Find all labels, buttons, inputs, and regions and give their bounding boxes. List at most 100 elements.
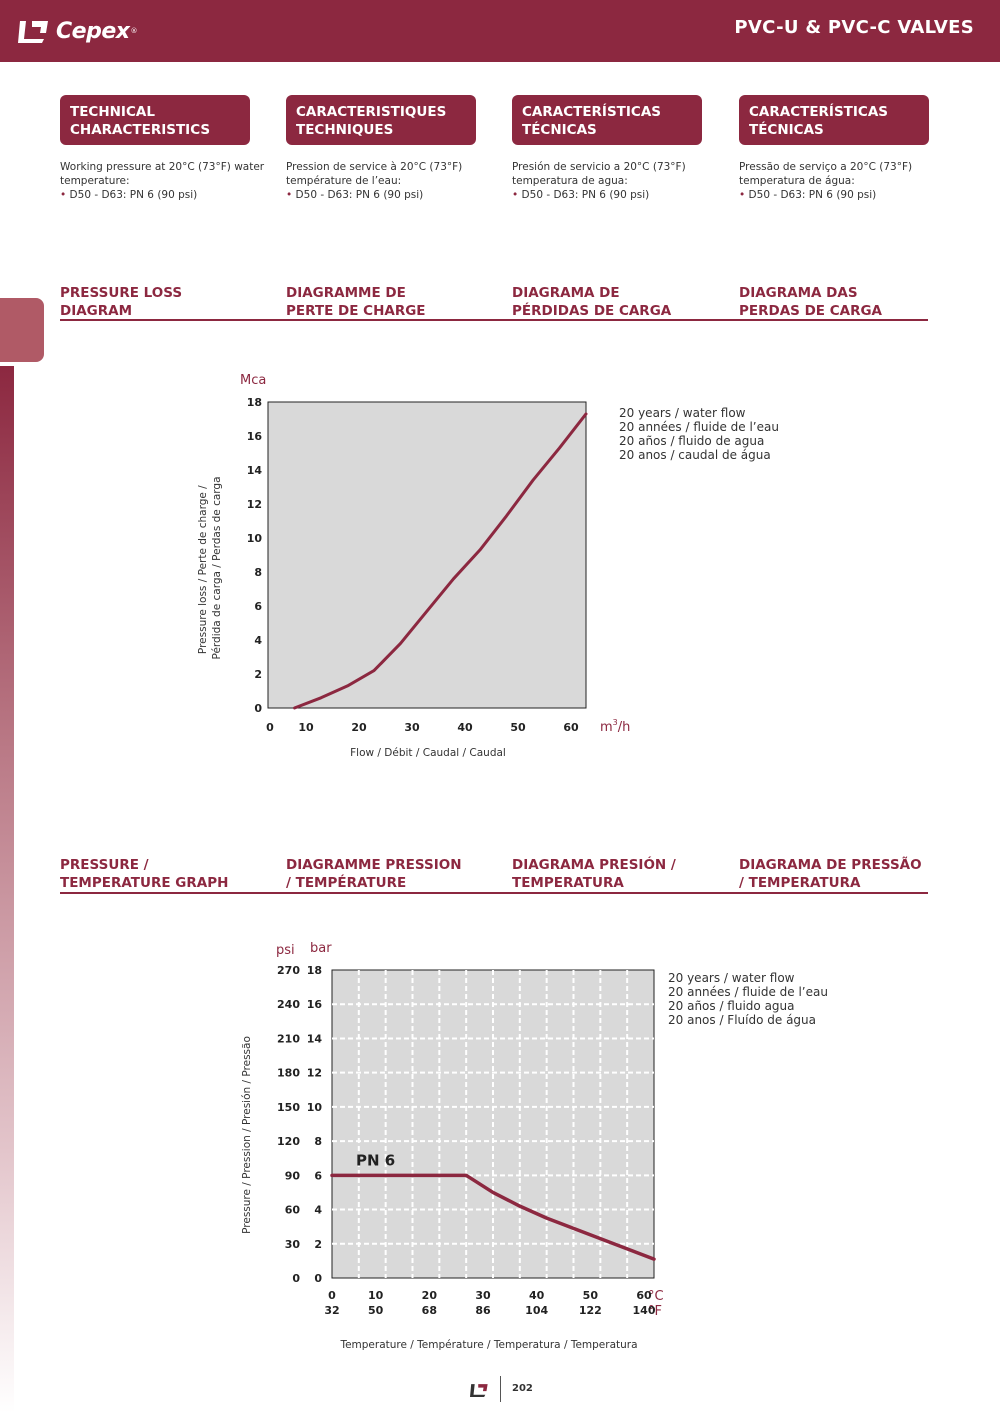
spec-fr: Pression de service à 20°C (73°F) tempér… — [286, 160, 496, 202]
spec-bullet-item: • D50 - D63: PN 6 (90 psi) — [286, 188, 496, 202]
y-tick-label-psi: 270 — [277, 964, 300, 977]
spec-bullet-item: • D50 - D63: PN 6 (90 psi) — [60, 188, 270, 202]
bullet-icon: • — [512, 189, 519, 201]
spec-line: température de l’eau: — [286, 175, 402, 187]
plot-area — [267, 401, 587, 709]
badge-technical-characteristics-es: CARACTERÍSTICAS TÉCNICAS — [512, 95, 702, 145]
x-tick-label: 10 — [298, 721, 314, 734]
x-tick-label-c: 40 — [529, 1289, 545, 1302]
registered-mark: ® — [130, 27, 138, 35]
y-unit-bar: bar — [310, 941, 332, 956]
y-axis-title: Pressure / Pression / Presión / Pressão — [241, 1036, 253, 1234]
x-tick-label-f: 104 — [525, 1304, 548, 1317]
side-tab — [0, 298, 44, 362]
badge-technical-characteristics-pt: CARACTERÍSTICAS TÉCNICAS — [739, 95, 929, 145]
x-tick-label-f: 50 — [368, 1304, 384, 1317]
x-tick-label-c: 10 — [368, 1289, 384, 1302]
y-axis-title: Pressure loss / Perte de charge / Pérdid… — [197, 476, 223, 659]
heading-pressure-temp-pt: DIAGRAMA DE PRESSÃO / TEMPERATURA — [739, 857, 922, 891]
page-title: PVC-U & PVC-C VALVES — [734, 17, 974, 38]
x-tick-label: 30 — [404, 721, 420, 734]
page-header: Cepex ® PVC-U & PVC-C VALVES — [0, 0, 1000, 62]
y-tick-label-psi: 210 — [277, 1032, 300, 1045]
y-tick-label-bar: 2 — [314, 1238, 322, 1251]
x-unit-label: m3/h — [600, 718, 630, 735]
x-axis-title: Temperature / Température / Temperatura … — [339, 1339, 637, 1351]
y-tick-label-psi: 90 — [285, 1169, 301, 1182]
pn6-curve — [330, 1173, 656, 1261]
y-tick-label-psi: 180 — [277, 1067, 300, 1080]
pressure-loss-legend: 20 years / water flow 20 années / fluide… — [619, 406, 779, 462]
x-tick-label-f: 32 — [324, 1304, 339, 1317]
y-tick-label-psi: 150 — [277, 1101, 300, 1114]
y-tick-label: 6 — [254, 600, 262, 613]
section-divider — [60, 319, 928, 321]
x-tick-label-c: 30 — [475, 1289, 491, 1302]
cepex-logo-mark-icon — [18, 21, 48, 43]
x-tick-label: 20 — [351, 721, 367, 734]
footer-logo-icon — [470, 1384, 488, 1398]
spec-bullet-text: D50 - D63: PN 6 (90 psi) — [69, 189, 198, 201]
spec-pt: Pressão de serviço a 20°C (73°F) tempera… — [739, 160, 949, 202]
y-tick-label-bar: 18 — [307, 964, 322, 977]
x-tick-label-f: 86 — [475, 1304, 491, 1317]
heading-pressure-temp-es: DIAGRAMA PRESIÓN / TEMPERATURA — [512, 857, 676, 891]
badge-technical-characteristics-fr: CARACTERISTIQUES TECHNIQUES — [286, 95, 476, 145]
bullet-icon: • — [286, 189, 293, 201]
spec-es: Presión de servicio a 20°C (73°F) temper… — [512, 160, 722, 202]
x-axis-title: Flow / Débit / Caudal / Caudal — [350, 747, 506, 759]
pressure-loss-chart: Mca m3/h Pressure loss / Perte de charge… — [197, 373, 630, 759]
x-unit-f: °F — [648, 1304, 662, 1319]
spec-line: Presión de servicio a 20°C (73°F) — [512, 161, 686, 173]
section-divider — [60, 892, 928, 894]
logo-text: Cepex — [56, 18, 130, 44]
pressure-loss-curve — [293, 412, 588, 710]
y-tick-label-bar: 12 — [307, 1067, 322, 1080]
y-tick-label-bar: 10 — [307, 1101, 323, 1114]
heading-pressure-temp-fr: DIAGRAMME PRESSION / TEMPÉRATURE — [286, 857, 462, 891]
bullet-icon: • — [60, 189, 67, 201]
y-tick-label-bar: 16 — [307, 998, 323, 1011]
spec-bullet-text: D50 - D63: PN 6 (90 psi) — [295, 189, 424, 201]
pressure-temp-legend: 20 years / water flow 20 années / fluide… — [668, 971, 828, 1027]
x-tick-label-c: 50 — [583, 1289, 599, 1302]
x-tick-label: 50 — [510, 721, 526, 734]
x-tick-label-c: 0 — [328, 1289, 336, 1302]
y-tick-label-psi: 60 — [285, 1204, 301, 1217]
y-tick-label-psi: 30 — [285, 1238, 301, 1251]
cepex-logo: Cepex ® — [18, 14, 137, 48]
y-tick-label-bar: 8 — [314, 1135, 322, 1148]
spec-line: Pression de service à 20°C (73°F) — [286, 161, 463, 173]
x-tick-label: 60 — [563, 721, 579, 734]
x-tick-label-c: 20 — [422, 1289, 438, 1302]
series-label-pn6: PN 6 — [356, 1151, 395, 1169]
y-tick-label: 14 — [247, 464, 263, 477]
heading-pressure-loss-en: PRESSURE LOSS DIAGRAM — [60, 285, 183, 319]
badge-technical-characteristics-en: TECHNICAL CHARACTERISTICS — [60, 95, 250, 145]
spec-en: Working pressure at 20°C (73°F) water te… — [60, 160, 270, 202]
x-unit-c: °C — [648, 1289, 664, 1304]
spec-bullet-item: • D50 - D63: PN 6 (90 psi) — [512, 188, 722, 202]
spec-bullet-text: D50 - D63: PN 6 (90 psi) — [748, 189, 877, 201]
spec-line: Pressão de serviço a 20°C (73°F) — [739, 161, 913, 173]
y-tick-label-bar: 4 — [314, 1204, 322, 1217]
spec-line: temperature: — [60, 175, 130, 187]
spec-line: temperatura de água: — [739, 175, 855, 187]
footer-divider — [500, 1376, 501, 1402]
spec-bullet-text: D50 - D63: PN 6 (90 psi) — [521, 189, 650, 201]
heading-pressure-temp-en: PRESSURE / TEMPERATURE GRAPH — [60, 857, 229, 891]
y-tick-label-psi: 0 — [292, 1272, 300, 1285]
y-tick-label: 18 — [247, 396, 262, 409]
y-tick-label: 10 — [247, 532, 263, 545]
y-tick-label: 0 — [254, 702, 262, 715]
y-tick-label-psi: 120 — [277, 1135, 300, 1148]
x-tick-label-c: 60 — [636, 1289, 652, 1302]
y-tick-label: 2 — [254, 668, 262, 681]
y-tick-label: 8 — [254, 566, 262, 579]
page-number: 202 — [512, 1383, 533, 1394]
bullet-icon: • — [739, 189, 746, 201]
heading-pressure-loss-es: DIAGRAMA DE PÉRDIDAS DE CARGA — [512, 285, 672, 319]
spec-bullet-item: • D50 - D63: PN 6 (90 psi) — [739, 188, 949, 202]
x-tick-label: 40 — [457, 721, 473, 734]
y-unit-label: Mca — [240, 373, 266, 388]
